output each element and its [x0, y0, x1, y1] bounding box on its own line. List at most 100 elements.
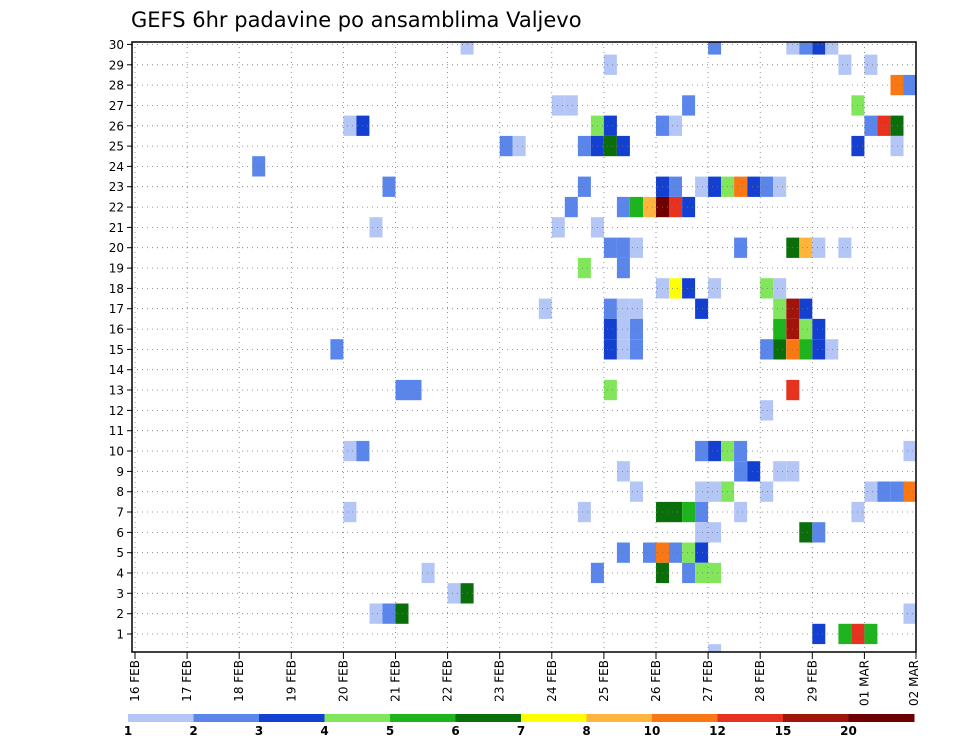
y-tick-label: 1 [116, 628, 124, 642]
colorbar-segment [586, 714, 653, 722]
heatmap-cell [825, 42, 839, 55]
x-tick-label: 22 FEB [441, 660, 455, 702]
heatmap-cell [708, 440, 722, 462]
heatmap-cell [643, 542, 656, 563]
heatmap-cell [630, 237, 643, 258]
colorbar-segment [652, 714, 718, 722]
heatmap-cell [447, 583, 461, 604]
heatmap-cell [695, 176, 709, 197]
heatmap-cell [682, 542, 696, 563]
heatmap-cell [603, 54, 617, 75]
heatmap-cell [577, 176, 591, 197]
plot-frame [131, 41, 917, 653]
heatmap-cell [734, 176, 748, 197]
y-tick-label: 18 [109, 282, 124, 296]
heatmap-cell [616, 298, 630, 319]
heatmap-cell [343, 440, 357, 462]
colorbar-label: 12 [709, 724, 726, 738]
x-tick-label: 01 MAR [857, 660, 871, 706]
heatmap-cell [864, 481, 878, 502]
heatmap-cell [773, 339, 787, 360]
heatmap-cell [708, 278, 722, 299]
colorbar: 1 2 3 4 5 6 7 8 10 12 15 20 [124, 714, 915, 738]
heatmap-cell [551, 217, 565, 238]
heatmap-cell [903, 481, 916, 502]
heatmap-cell [695, 501, 709, 523]
y-tick-label: 13 [109, 384, 124, 398]
grid-lines [132, 42, 916, 652]
heatmap-cell [603, 135, 617, 157]
heatmap-cell [682, 501, 696, 523]
heatmap-cell [773, 318, 787, 340]
heatmap-cell [564, 196, 578, 218]
heatmap-cell [616, 461, 630, 482]
heatmap-cell [864, 623, 878, 645]
y-tick-label: 16 [109, 323, 124, 337]
y-tick-label: 4 [116, 567, 124, 581]
x-tick-label: 18 FEB [232, 660, 246, 702]
colorbar-label: 5 [386, 724, 394, 738]
heatmap-cell [682, 278, 696, 299]
heatmap-cell [682, 562, 696, 584]
x-tick-label: 23 FEB [493, 660, 507, 702]
heatmap-cell [421, 562, 435, 584]
heatmap-cell [812, 522, 826, 543]
heatmap-cell [695, 522, 709, 543]
x-tick-label: 26 FEB [649, 660, 663, 702]
heatmap-cell [616, 135, 630, 157]
y-tick-label: 15 [109, 343, 124, 357]
x-tick-label: 16 FEB [128, 660, 142, 702]
heatmap-cell [695, 298, 709, 319]
heatmap-cell [682, 196, 696, 218]
y-tick-label: 29 [109, 58, 124, 72]
heatmap-cell [864, 54, 878, 75]
heatmap-cell [616, 318, 630, 340]
heatmap-cell [799, 237, 813, 258]
heatmap-cell [773, 298, 787, 319]
heatmap-cell [603, 237, 617, 258]
heatmap-cell [630, 318, 643, 340]
y-tick-label: 21 [109, 221, 124, 235]
heatmap-cell [877, 115, 891, 136]
x-tick-label: 19 FEB [284, 660, 298, 702]
heatmap-cell [343, 115, 357, 136]
heatmap-cell [734, 237, 748, 258]
heatmap-cell [812, 339, 826, 360]
heatmap-cell [616, 237, 630, 258]
heatmap-cell [669, 176, 682, 197]
heatmap-cell [695, 562, 709, 584]
heatmap-cell [786, 42, 800, 55]
heatmap-cell [616, 257, 630, 279]
x-tick-label: 27 FEB [701, 660, 715, 702]
y-tick-label: 27 [109, 99, 124, 113]
heatmap-cell [773, 278, 787, 299]
heatmap-cell [643, 196, 656, 218]
heatmap-cell [708, 42, 722, 55]
heatmap-cell [695, 440, 709, 462]
heatmap-cell [760, 176, 774, 197]
heatmap-cell [877, 481, 891, 502]
heatmap-cell [408, 379, 422, 401]
heatmap-cell [734, 501, 748, 523]
heatmap-cell [799, 318, 813, 340]
heatmap-cell [577, 257, 591, 279]
heatmap-cell [564, 95, 578, 116]
heatmap-cell [695, 481, 709, 502]
heatmap-cell [369, 603, 383, 624]
heatmap-cell [760, 400, 774, 421]
heatmap-cell [799, 522, 813, 543]
heatmap-cell [603, 318, 617, 340]
x-tick-label: 28 FEB [753, 660, 767, 702]
colorbar-segment [783, 714, 849, 722]
x-axis: 16 FEB 17 FEB 18 FEB 19 FEB 20 FEB 21 FEB 22 F… [128, 652, 921, 706]
heatmap-cell [903, 440, 916, 462]
colorbar-label: 6 [451, 724, 459, 738]
heatmap-cell [864, 115, 878, 136]
heatmap-cell [903, 603, 916, 624]
y-tick-label: 24 [109, 160, 124, 174]
heatmap-cell [838, 54, 852, 75]
y-tick-label: 6 [116, 526, 124, 540]
heatmap-cell [252, 156, 266, 177]
heatmap-cell [669, 542, 682, 563]
colorbar-segment [521, 714, 587, 722]
